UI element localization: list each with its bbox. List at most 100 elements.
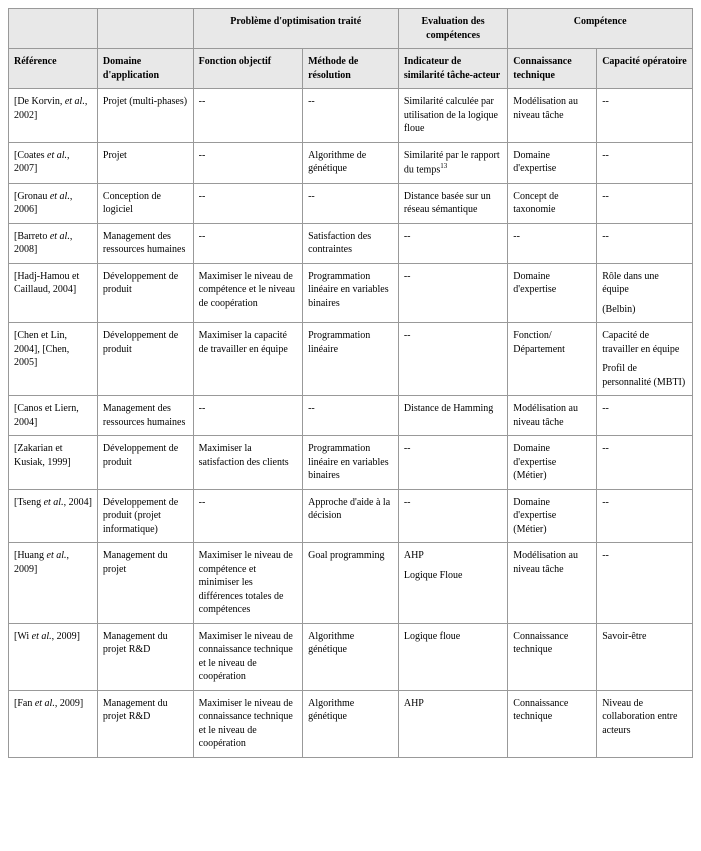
cell-capacite: --	[597, 142, 693, 183]
cell-domaine: Développement de produit	[97, 323, 193, 396]
cell-capacite: --	[597, 183, 693, 223]
cell-fonction: Maximiser le niveau de compétence et min…	[193, 543, 302, 624]
header-row-cols: Référence Domaine d'application Fonction…	[9, 49, 693, 89]
cell-fonction: --	[193, 223, 302, 263]
cell-domaine: Développement de produit (projet informa…	[97, 489, 193, 543]
cell-fonction: Maximiser la satisfaction des clients	[193, 436, 302, 490]
cell-domaine: Management des ressources humaines	[97, 223, 193, 263]
cell-methode: --	[303, 396, 399, 436]
cell-indicateur: Similarité calculée par utilisation de l…	[398, 89, 507, 143]
cell-connaissance: --	[508, 223, 597, 263]
cell-fonction: Maximiser le niveau de compétence et le …	[193, 263, 302, 323]
cell-connaissance: Domaine d'expertise (Métier)	[508, 436, 597, 490]
cell-indicateur: Distance basée sur un réseau sémantique	[398, 183, 507, 223]
header-blank-2	[97, 9, 193, 49]
cell-fonction: Maximiser le niveau de connaissance tech…	[193, 690, 302, 757]
table-row: [Coates et al., 2007]Projet--Algorithme …	[9, 142, 693, 183]
cell-connaissance: Modélisation au niveau tâche	[508, 396, 597, 436]
table-row: [Gronau et al., 2006]Conception de logic…	[9, 183, 693, 223]
cell-indicateur: --	[398, 263, 507, 323]
cell-capacite: Capacité de travailler en équipeProfil d…	[597, 323, 693, 396]
cell-domaine: Conception de logiciel	[97, 183, 193, 223]
cell-methode: Algorithme génétique	[303, 623, 399, 690]
header-domaine: Domaine d'application	[97, 49, 193, 89]
header-capacite: Capacité opératoire	[597, 49, 693, 89]
cell-ref: [Canos et Liern, 2004]	[9, 396, 98, 436]
cell-capacite: --	[597, 436, 693, 490]
header-group-opt: Problème d'optimisation traité	[193, 9, 398, 49]
cell-fonction: --	[193, 89, 302, 143]
cell-fonction: --	[193, 489, 302, 543]
cell-methode: Approche d'aide à la décision	[303, 489, 399, 543]
table-row: [Chen et Lin, 2004], [Chen, 2005]Dévelop…	[9, 323, 693, 396]
cell-ref: [Gronau et al., 2006]	[9, 183, 98, 223]
cell-methode: Programmation linéaire	[303, 323, 399, 396]
table-row: [Barreto et al., 2008]Management des res…	[9, 223, 693, 263]
cell-ref: [Coates et al., 2007]	[9, 142, 98, 183]
cell-connaissance: Domaine d'expertise	[508, 142, 597, 183]
table-row: [Canos et Liern, 2004]Management des res…	[9, 396, 693, 436]
header-blank-1	[9, 9, 98, 49]
cell-capacite: --	[597, 396, 693, 436]
cell-domaine: Management du projet R&D	[97, 690, 193, 757]
cell-capacite: --	[597, 89, 693, 143]
cell-ref: [Zakarian et Kusiak, 1999]	[9, 436, 98, 490]
cell-connaissance: Domaine d'expertise (Métier)	[508, 489, 597, 543]
cell-methode: Algorithme de génétique	[303, 142, 399, 183]
table-row: [Hadj-Hamou et Caillaud, 2004]Développem…	[9, 263, 693, 323]
cell-domaine: Projet (multi-phases)	[97, 89, 193, 143]
comparison-table: Problème d'optimisation traité Evaluatio…	[8, 8, 693, 758]
cell-capacite: Savoir-être	[597, 623, 693, 690]
cell-ref: [Fan et al., 2009]	[9, 690, 98, 757]
header-group-comp: Compétence	[508, 9, 693, 49]
cell-ref: [Huang et al., 2009]	[9, 543, 98, 624]
cell-ref: [Barreto et al., 2008]	[9, 223, 98, 263]
cell-ref: [Tseng et al., 2004]	[9, 489, 98, 543]
table-body: [De Korvin, et al., 2002]Projet (multi-p…	[9, 89, 693, 758]
cell-methode: Programmation linéaire en variables bina…	[303, 263, 399, 323]
table-row: [Fan et al., 2009]Management du projet R…	[9, 690, 693, 757]
cell-indicateur: Distance de Hamming	[398, 396, 507, 436]
table-row: [De Korvin, et al., 2002]Projet (multi-p…	[9, 89, 693, 143]
cell-indicateur: --	[398, 323, 507, 396]
header-row-groups: Problème d'optimisation traité Evaluatio…	[9, 9, 693, 49]
cell-domaine: Développement de produit	[97, 263, 193, 323]
cell-fonction: Maximiser le niveau de connaissance tech…	[193, 623, 302, 690]
cell-capacite: --	[597, 543, 693, 624]
cell-capacite: Rôle dans une équipe(Belbin)	[597, 263, 693, 323]
cell-methode: --	[303, 183, 399, 223]
header-ref: Référence	[9, 49, 98, 89]
header-fonction: Fonction objectif	[193, 49, 302, 89]
cell-indicateur: Similarité par le rapport du temps13	[398, 142, 507, 183]
cell-ref: [De Korvin, et al., 2002]	[9, 89, 98, 143]
table-row: [Zakarian et Kusiak, 1999]Développement …	[9, 436, 693, 490]
cell-ref: [Wi et al., 2009]	[9, 623, 98, 690]
cell-methode: Goal programming	[303, 543, 399, 624]
cell-methode: Algorithme génétique	[303, 690, 399, 757]
header-connaissance: Connaissance technique	[508, 49, 597, 89]
header-indicateur: Indicateur de similarité tâche-acteur	[398, 49, 507, 89]
cell-indicateur: AHPLogique Floue	[398, 543, 507, 624]
cell-ref: [Hadj-Hamou et Caillaud, 2004]	[9, 263, 98, 323]
cell-capacite: --	[597, 223, 693, 263]
cell-indicateur: --	[398, 489, 507, 543]
cell-fonction: --	[193, 142, 302, 183]
cell-domaine: Management du projet R&D	[97, 623, 193, 690]
cell-domaine: Projet	[97, 142, 193, 183]
cell-domaine: Management des ressources humaines	[97, 396, 193, 436]
cell-methode: Programmation linéaire en variables bina…	[303, 436, 399, 490]
cell-fonction: --	[193, 183, 302, 223]
cell-indicateur: Logique floue	[398, 623, 507, 690]
cell-connaissance: Connaissance technique	[508, 623, 597, 690]
cell-connaissance: Concept de taxonomie	[508, 183, 597, 223]
cell-capacite: Niveau de collaboration entre acteurs	[597, 690, 693, 757]
header-group-eval: Evaluation des compétences	[398, 9, 507, 49]
cell-methode: Satisfaction des contraintes	[303, 223, 399, 263]
cell-ref: [Chen et Lin, 2004], [Chen, 2005]	[9, 323, 98, 396]
cell-capacite: --	[597, 489, 693, 543]
cell-connaissance: Fonction/ Département	[508, 323, 597, 396]
cell-domaine: Développement de produit	[97, 436, 193, 490]
header-methode: Méthode de résolution	[303, 49, 399, 89]
cell-methode: --	[303, 89, 399, 143]
table-row: [Tseng et al., 2004]Développement de pro…	[9, 489, 693, 543]
